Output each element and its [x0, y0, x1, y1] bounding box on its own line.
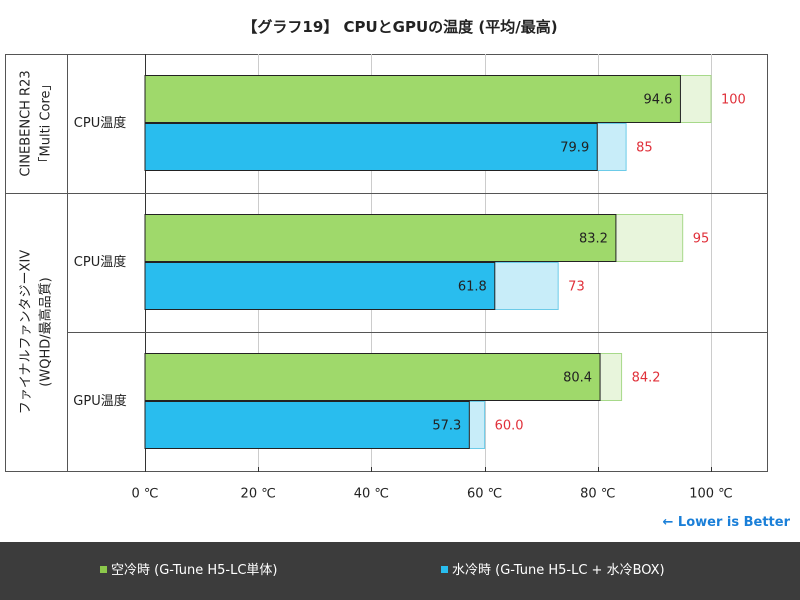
group-label: CINEBENCH R23: [19, 70, 34, 176]
bar-value-label: 57.3: [432, 419, 461, 434]
bar-avg: [144, 214, 617, 262]
category-label: CPU温度: [74, 115, 126, 131]
category-label: CPU温度: [74, 254, 126, 270]
bar-avg: [144, 75, 681, 123]
chart-canvas: 0 ℃ 20 ℃ 40 ℃ 60 ℃ 80 ℃ 100 ℃ CPU温度 94.6 100 79.9…: [5, 54, 768, 502]
bar-max-label: 95: [693, 232, 710, 247]
x-tick-label: 0 ℃: [131, 487, 158, 502]
lower-is-better-note: ← Lower is Better: [662, 515, 791, 530]
group-label: 「Multi Core」: [39, 78, 54, 170]
legend-label-water: 水冷時 (G-Tune H5-LC + 水冷BOX): [452, 563, 665, 578]
bar-max-label: 73: [568, 280, 585, 295]
legend-item-water: 水冷時 (G-Tune H5-LC + 水冷BOX): [441, 542, 665, 600]
legend: 空冷時 (G-Tune H5-LC単体) 水冷時 (G-Tune H5-LC +…: [0, 542, 800, 600]
bar-avg: [144, 353, 601, 401]
bar-max-label: 85: [636, 141, 653, 156]
bar-avg: [144, 262, 496, 310]
bar-max-label: 60.0: [495, 419, 524, 434]
legend-label-air: 空冷時 (G-Tune H5-LC単体): [111, 563, 278, 578]
legend-swatch-water: [441, 566, 448, 573]
bar-max-label: 100: [721, 93, 746, 108]
bar-avg: [144, 123, 598, 171]
bar-value-label: 94.6: [643, 93, 672, 108]
legend-item-air: 空冷時 (G-Tune H5-LC単体): [100, 542, 277, 600]
bar-max-label: 84.2: [632, 371, 661, 386]
bar-value-label: 61.8: [458, 280, 487, 295]
bar-value-label: 83.2: [579, 232, 608, 247]
bar-value-label: 80.4: [563, 371, 592, 386]
chart-title: 【グラフ19】 CPUとGPUの温度 (平均/最高): [242, 18, 558, 36]
x-tick-label: 80 ℃: [580, 487, 615, 502]
x-tick-label: 20 ℃: [241, 487, 276, 502]
bar-value-label: 79.9: [560, 141, 589, 156]
x-tick-label: 40 ℃: [354, 487, 389, 502]
group-label: ファイナルファンタジーXIV: [19, 250, 34, 414]
legend-swatch-air: [100, 566, 107, 573]
group-label: (WQHD/最高品質): [38, 277, 54, 386]
x-tick-label: 60 ℃: [467, 487, 502, 502]
plot-frame: [5, 54, 768, 472]
category-label: GPU温度: [73, 393, 126, 409]
bar-avg: [144, 401, 470, 449]
x-tick-label: 100 ℃: [689, 487, 733, 502]
